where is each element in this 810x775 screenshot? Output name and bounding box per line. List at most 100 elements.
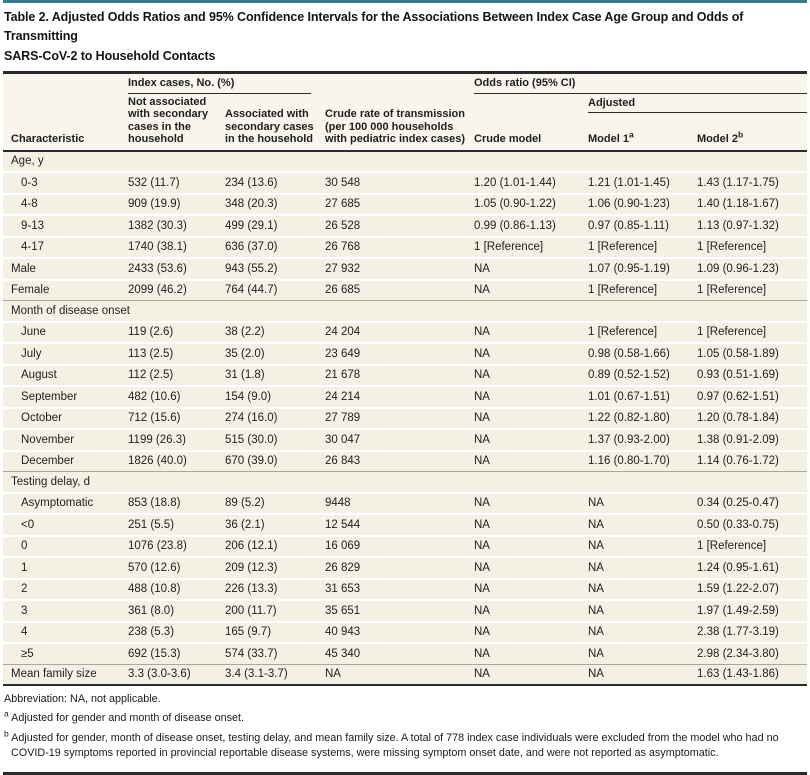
footnote-a-text: Adjusted for gender and month of disease… bbox=[11, 712, 245, 725]
cell: 1.09 (0.96-1.23) bbox=[697, 257, 807, 280]
cell: 24 204 bbox=[325, 320, 474, 344]
cell: NA bbox=[588, 534, 697, 558]
cell: NA bbox=[474, 534, 588, 558]
cell: 40 943 bbox=[325, 620, 474, 644]
row-label: <0 bbox=[3, 513, 128, 536]
table-row: July 113 (2.5) 35 (2.0) 23 649 NA 0.98 (0.58-… bbox=[3, 342, 807, 365]
cell: 89 (5.2) bbox=[225, 491, 325, 515]
row-label: Mean family size bbox=[3, 663, 128, 686]
cell: 1.20 (0.78-1.84) bbox=[697, 406, 807, 430]
cell: 574 (33.7) bbox=[225, 642, 325, 665]
section-row: Testing delay, d bbox=[3, 471, 807, 493]
cell: 31 653 bbox=[325, 577, 474, 601]
cell: 2099 (46.2) bbox=[128, 278, 225, 301]
cell: NA bbox=[588, 556, 697, 579]
cell: 1.59 (1.22-2.07) bbox=[697, 577, 807, 601]
cell: NA bbox=[588, 599, 697, 622]
cell: 226 (13.3) bbox=[225, 577, 325, 601]
column-header-model-1: Model 1a bbox=[588, 122, 697, 151]
cell: 12 544 bbox=[325, 513, 474, 536]
table-row: 9-13 1382 (30.3) 499 (29.1) 26 528 0.99 (0.8… bbox=[3, 214, 807, 237]
cell: 1 [Reference] bbox=[697, 534, 807, 558]
footnote-b: b Adjusted for gender, month of disease … bbox=[4, 729, 806, 762]
footnote-abbreviation: Abbreviation: NA, not applicable. bbox=[4, 693, 161, 706]
cell: 21 678 bbox=[325, 363, 474, 387]
cell: 119 (2.6) bbox=[128, 320, 225, 344]
cell: 26 768 bbox=[325, 235, 474, 259]
cell: 26 528 bbox=[325, 214, 474, 237]
cell: 1.63 (1.43-1.86) bbox=[697, 663, 807, 686]
column-group-index-cases: Index cases, No. (%) bbox=[128, 74, 325, 94]
cell: 636 (37.0) bbox=[225, 235, 325, 259]
cell: 853 (18.8) bbox=[128, 491, 225, 515]
column-header-crude-model: Crude model bbox=[474, 93, 588, 151]
cell: 0.93 (0.51-1.69) bbox=[697, 363, 807, 387]
cell: NA bbox=[474, 577, 588, 601]
table-row: 0-3 532 (11.7) 234 (13.6) 30 548 1.20 (1.01-… bbox=[3, 171, 807, 194]
cell: 23 649 bbox=[325, 342, 474, 365]
table-row: December 1826 (40.0) 670 (39.0) 26 843 NA 1.1… bbox=[3, 449, 807, 472]
cell: 482 (10.6) bbox=[128, 385, 225, 408]
cell: 1.24 (0.95-1.61) bbox=[697, 556, 807, 579]
cell: 1 [Reference] bbox=[588, 320, 697, 344]
cell: 570 (12.6) bbox=[128, 556, 225, 579]
cell: 27 932 bbox=[325, 257, 474, 280]
section-row: Age, y bbox=[3, 150, 807, 173]
cell: 0.97 (0.85-1.11) bbox=[588, 214, 697, 237]
cell: 30 047 bbox=[325, 428, 474, 451]
cell: 670 (39.0) bbox=[225, 449, 325, 472]
cell: 36 (2.1) bbox=[225, 513, 325, 536]
cell: 16 069 bbox=[325, 534, 474, 558]
cell: NA bbox=[588, 513, 697, 536]
cell: 3.4 (3.1-3.7) bbox=[225, 663, 325, 686]
cell: 909 (19.9) bbox=[128, 192, 225, 216]
cell: NA bbox=[474, 642, 588, 665]
cell: 1 [Reference] bbox=[474, 235, 588, 259]
cell: 0.99 (0.86-1.13) bbox=[474, 214, 588, 237]
footnote-a-marker: a bbox=[4, 708, 9, 719]
table-row: 0 1076 (23.8) 206 (12.1) 16 069 NA NA 1 [Refer… bbox=[3, 534, 807, 558]
cell: 274 (16.0) bbox=[225, 406, 325, 430]
cell: 27 685 bbox=[325, 192, 474, 216]
cell: 251 (5.5) bbox=[128, 513, 225, 536]
cell: 943 (55.2) bbox=[225, 257, 325, 280]
row-label: ≥5 bbox=[3, 642, 128, 665]
table-row: Female 2099 (46.2) 764 (44.7) 26 685 NA 1 [Re… bbox=[3, 278, 807, 301]
cell: 1076 (23.8) bbox=[128, 534, 225, 558]
cell: NA bbox=[474, 406, 588, 430]
cell: NA bbox=[588, 663, 697, 686]
column-header-associated: Associated with secondary cases in the h… bbox=[225, 93, 325, 151]
cell: 38 (2.2) bbox=[225, 320, 325, 344]
column-group-odds-ratio-label: Odds ratio (95% CI) bbox=[474, 77, 807, 94]
cell: NA bbox=[474, 320, 588, 344]
row-label: 2 bbox=[3, 577, 128, 601]
column-header-crude-rate: Crude rate of transmission (per 100 000 … bbox=[325, 74, 474, 151]
header-sub-row: Not associated with secondary cases in t… bbox=[3, 93, 807, 151]
footnote-a: a Adjusted for gender and month of disea… bbox=[4, 708, 806, 726]
cell: 692 (15.3) bbox=[128, 642, 225, 665]
cell: 1.20 (1.01-1.44) bbox=[474, 171, 588, 194]
cell: 1.22 (0.82-1.80) bbox=[588, 406, 697, 430]
cell: NA bbox=[588, 491, 697, 515]
cell: 1826 (40.0) bbox=[128, 449, 225, 472]
table-row: 1 570 (12.6) 209 (12.3) 26 829 NA NA 1.24 (0.9… bbox=[3, 556, 807, 579]
cell: NA bbox=[474, 556, 588, 579]
cell: 1.40 (1.18-1.67) bbox=[697, 192, 807, 216]
table-body: Age, y 0-3 532 (11.7) 234 (13.6) 30 548 1.20 … bbox=[3, 150, 807, 686]
cell: NA bbox=[474, 385, 588, 408]
cell: 348 (20.3) bbox=[225, 192, 325, 216]
column-header-characteristic: Characteristic bbox=[3, 74, 128, 151]
row-label: Male bbox=[3, 257, 128, 280]
section-label: Month of disease onset bbox=[3, 300, 807, 322]
table-row: 4-8 909 (19.9) 348 (20.3) 27 685 1.05 (0.90-… bbox=[3, 192, 807, 216]
cell: 154 (9.0) bbox=[225, 385, 325, 408]
cell: 1.06 (0.90-1.23) bbox=[588, 192, 697, 216]
cell: 24 214 bbox=[325, 385, 474, 408]
cell: NA bbox=[474, 428, 588, 451]
top-accent-rule bbox=[3, 0, 807, 3]
cell: 200 (11.7) bbox=[225, 599, 325, 622]
model-2-label: Model 2 bbox=[697, 133, 738, 146]
cell: 1.05 (0.90-1.22) bbox=[474, 192, 588, 216]
table-row: <0 251 (5.5) 36 (2.1) 12 544 NA NA 0.50 (0.33-… bbox=[3, 513, 807, 536]
